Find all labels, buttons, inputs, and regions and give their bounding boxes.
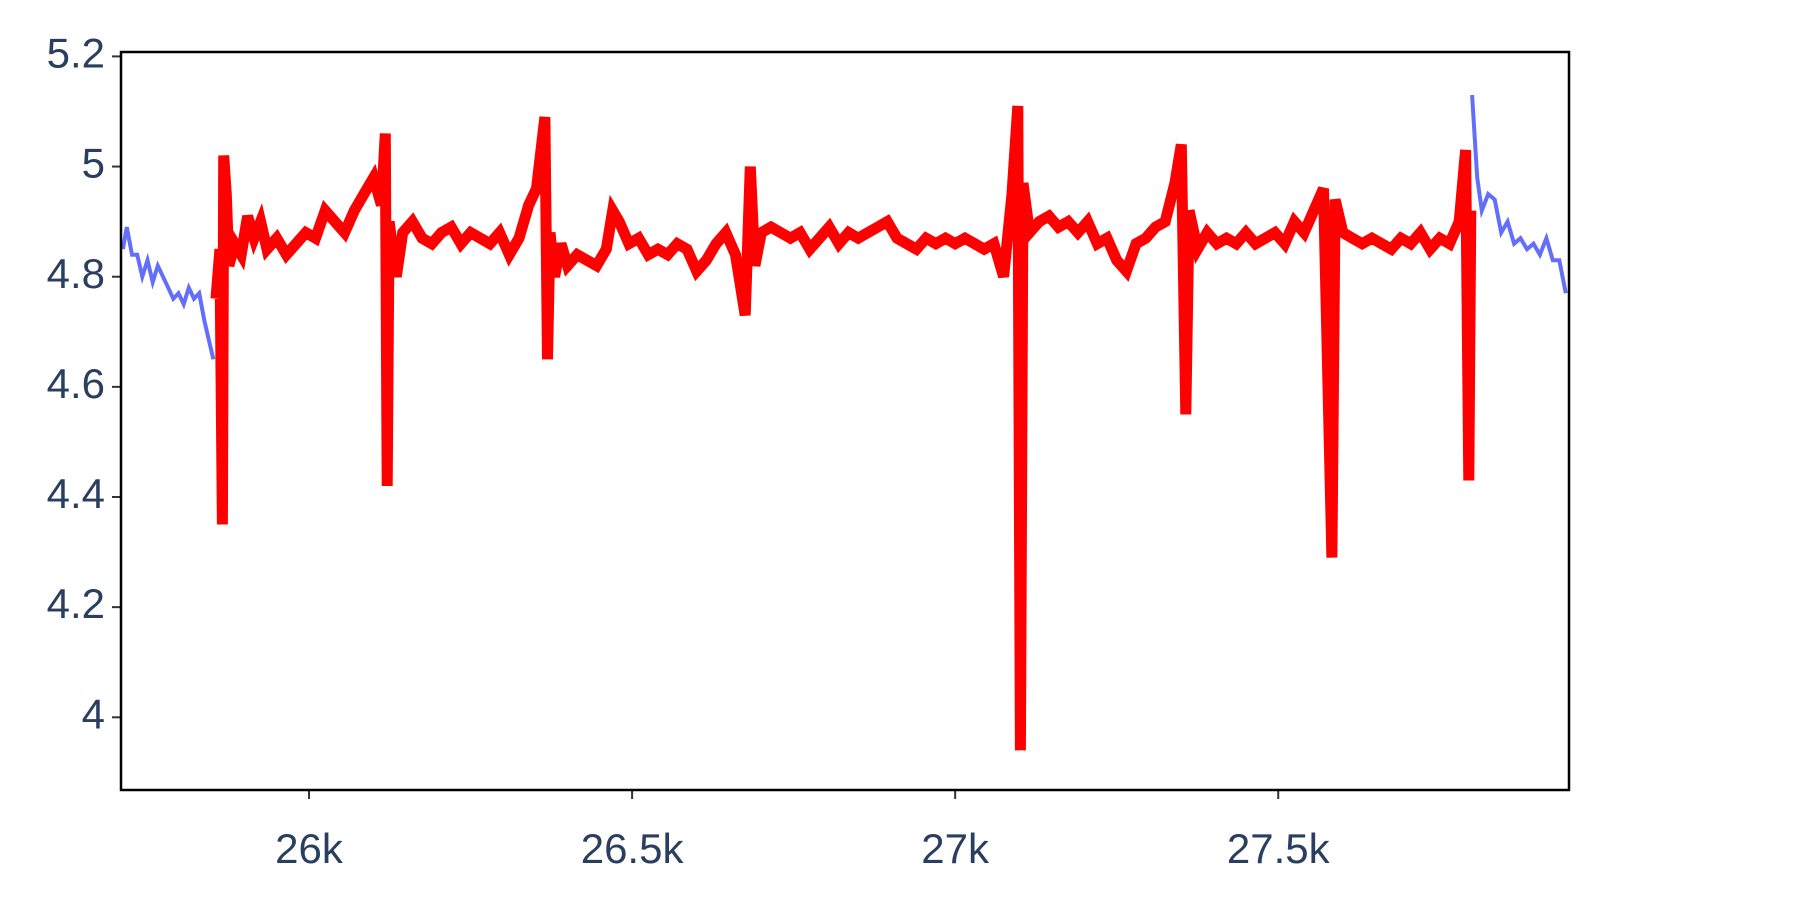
y-tick-label: 4.2 bbox=[47, 580, 105, 627]
y-tick-label: 4.4 bbox=[47, 470, 105, 517]
y-tick-label: 4.8 bbox=[47, 250, 105, 297]
y-tick-label: 5.2 bbox=[47, 29, 105, 76]
y-tick-label: 4 bbox=[82, 690, 105, 737]
x-tick-label: 26.5k bbox=[581, 825, 685, 872]
x-tick-label: 27.5k bbox=[1227, 825, 1331, 872]
y-tick-label: 5 bbox=[82, 140, 105, 187]
y-tick-label: 4.6 bbox=[47, 360, 105, 407]
series-line bbox=[121, 94, 1568, 360]
series-line bbox=[210, 105, 1477, 751]
x-tick-label: 26k bbox=[275, 825, 344, 872]
x-tick-label: 27k bbox=[921, 825, 990, 872]
plot-frame bbox=[119, 50, 1571, 792]
